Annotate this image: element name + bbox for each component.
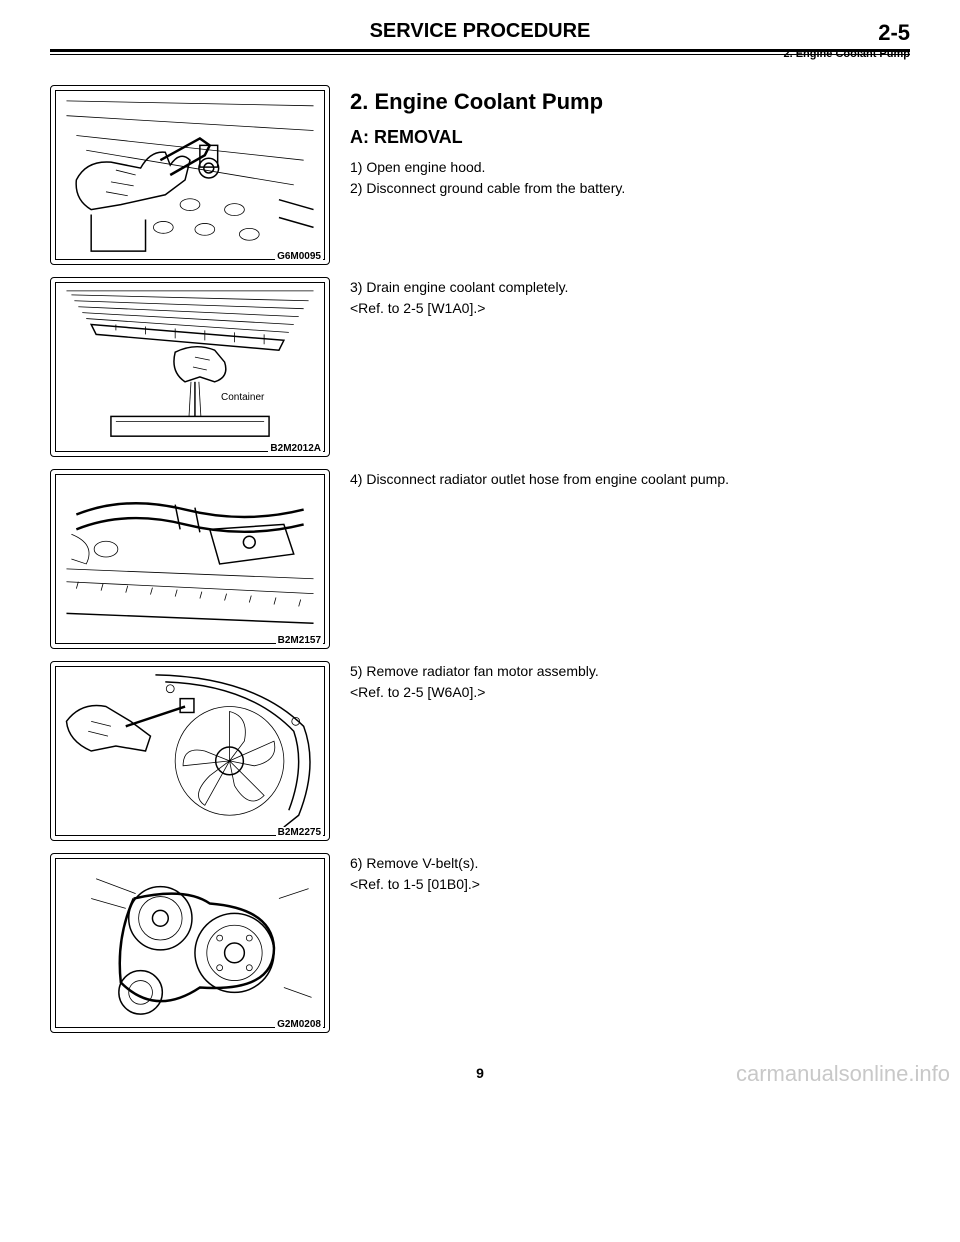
figure-3: B2M2157	[50, 469, 330, 649]
text-col-1: 2. Engine Coolant Pump A: REMOVAL 1) Ope…	[350, 85, 910, 199]
figure-5-id: G2M0208	[275, 1019, 323, 1030]
figure-2-id: B2M2012A	[268, 443, 323, 454]
figure-1-id: G6M0095	[275, 251, 323, 262]
divider-thin	[50, 54, 910, 55]
step-3-text: 3) Drain engine coolant completely.	[350, 277, 910, 298]
step-4-text: 4) Disconnect radiator outlet hose from …	[350, 469, 910, 490]
step-3-ref: <Ref. to 2-5 [W1A0].>	[350, 298, 910, 319]
header-subtitle: 2. Engine Coolant Pump	[783, 48, 910, 60]
step-1-text: 1) Open engine hood.	[350, 157, 910, 178]
divider-thick	[50, 49, 910, 52]
header-section-number: 2-5	[783, 20, 910, 46]
step-row-1: G6M0095 2. Engine Coolant Pump A: REMOVA…	[50, 85, 910, 265]
step-5-text: 5) Remove radiator fan motor assembly.	[350, 661, 910, 682]
step-row-3: B2M2157 4) Disconnect radiator outlet ho…	[50, 469, 910, 649]
header-title: SERVICE PROCEDURE	[370, 20, 591, 43]
figure-4: B2M2275	[50, 661, 330, 841]
figure-3-id: B2M2157	[276, 635, 323, 646]
step-row-2: Container B2M2012A 3) Drain engine coola…	[50, 277, 910, 457]
figure-2: Container B2M2012A	[50, 277, 330, 457]
figure-5: G2M0208	[50, 853, 330, 1033]
figure-2-container-label: Container	[221, 392, 264, 403]
header-right: 2-5 2. Engine Coolant Pump	[783, 20, 910, 60]
step-5-ref: <Ref. to 2-5 [W6A0].>	[350, 682, 910, 703]
watermark: carmanualsonline.info	[736, 1061, 950, 1087]
step-row-5: G2M0208 6) Remove V-belt(s). <Ref. to 1-…	[50, 853, 910, 1033]
step-6-ref: <Ref. to 1-5 [01B0].>	[350, 874, 910, 895]
page-header: SERVICE PROCEDURE 2-5 2. Engine Coolant …	[50, 20, 910, 45]
content-area: G6M0095 2. Engine Coolant Pump A: REMOVA…	[50, 85, 910, 1045]
step-6-text: 6) Remove V-belt(s).	[350, 853, 910, 874]
text-col-4: 5) Remove radiator fan motor assembly. <…	[350, 661, 910, 703]
step-2-text: 2) Disconnect ground cable from the batt…	[350, 178, 910, 199]
section-heading: 2. Engine Coolant Pump	[350, 85, 910, 118]
figure-4-id: B2M2275	[276, 827, 323, 838]
figure-1: G6M0095	[50, 85, 330, 265]
text-col-2: 3) Drain engine coolant completely. <Ref…	[350, 277, 910, 319]
subsection-heading: A: REMOVAL	[350, 124, 910, 151]
text-col-5: 6) Remove V-belt(s). <Ref. to 1-5 [01B0]…	[350, 853, 910, 895]
text-col-3: 4) Disconnect radiator outlet hose from …	[350, 469, 910, 490]
step-row-4: B2M2275 5) Remove radiator fan motor ass…	[50, 661, 910, 841]
